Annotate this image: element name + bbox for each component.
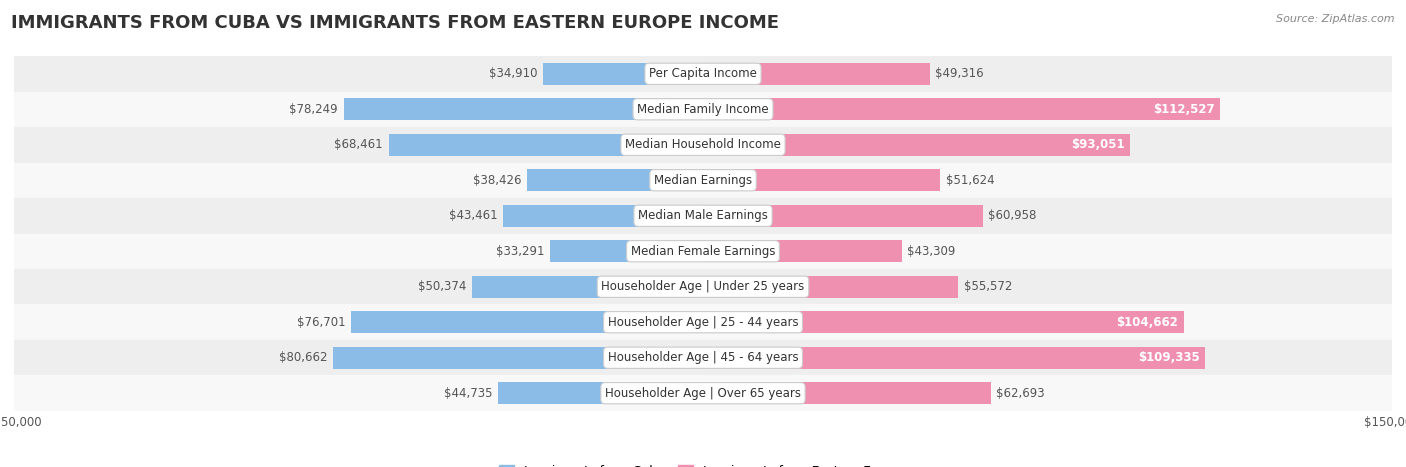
Text: $55,572: $55,572 <box>963 280 1012 293</box>
Bar <box>14 269 1392 304</box>
Text: $44,735: $44,735 <box>443 387 492 400</box>
Bar <box>703 240 901 262</box>
Bar <box>703 169 941 191</box>
Bar <box>14 92 1392 127</box>
Text: $104,662: $104,662 <box>1116 316 1178 329</box>
Text: Householder Age | Under 25 years: Householder Age | Under 25 years <box>602 280 804 293</box>
Bar <box>343 98 703 120</box>
Bar <box>388 134 703 156</box>
Bar <box>703 311 1184 333</box>
Text: $80,662: $80,662 <box>278 351 328 364</box>
Bar <box>703 98 1220 120</box>
Text: Householder Age | 25 - 44 years: Householder Age | 25 - 44 years <box>607 316 799 329</box>
Text: $49,316: $49,316 <box>935 67 984 80</box>
Bar <box>350 311 703 333</box>
Text: $51,624: $51,624 <box>946 174 994 187</box>
Bar <box>14 375 1392 411</box>
Text: $78,249: $78,249 <box>290 103 337 116</box>
Text: $62,693: $62,693 <box>997 387 1045 400</box>
Bar <box>543 63 703 85</box>
Bar <box>14 163 1392 198</box>
Bar <box>14 198 1392 234</box>
Text: $50,374: $50,374 <box>418 280 467 293</box>
Text: $43,309: $43,309 <box>907 245 956 258</box>
Text: Median Household Income: Median Household Income <box>626 138 780 151</box>
Bar <box>471 276 703 298</box>
Bar <box>703 347 1205 369</box>
Text: IMMIGRANTS FROM CUBA VS IMMIGRANTS FROM EASTERN EUROPE INCOME: IMMIGRANTS FROM CUBA VS IMMIGRANTS FROM … <box>11 14 779 32</box>
Bar <box>550 240 703 262</box>
Bar <box>14 127 1392 163</box>
Text: $112,527: $112,527 <box>1153 103 1215 116</box>
Text: Per Capita Income: Per Capita Income <box>650 67 756 80</box>
Text: Median Earnings: Median Earnings <box>654 174 752 187</box>
Legend: Immigrants from Cuba, Immigrants from Eastern Europe: Immigrants from Cuba, Immigrants from Ea… <box>495 460 911 467</box>
Bar <box>703 205 983 227</box>
Bar <box>703 382 991 404</box>
Text: Median Male Earnings: Median Male Earnings <box>638 209 768 222</box>
Bar <box>14 56 1392 92</box>
Text: Householder Age | 45 - 64 years: Householder Age | 45 - 64 years <box>607 351 799 364</box>
Text: $33,291: $33,291 <box>496 245 544 258</box>
Text: $76,701: $76,701 <box>297 316 346 329</box>
Text: $68,461: $68,461 <box>335 138 382 151</box>
Text: Median Female Earnings: Median Female Earnings <box>631 245 775 258</box>
Bar <box>14 234 1392 269</box>
Text: Source: ZipAtlas.com: Source: ZipAtlas.com <box>1277 14 1395 24</box>
Bar <box>526 169 703 191</box>
Bar <box>703 276 959 298</box>
Text: $60,958: $60,958 <box>988 209 1036 222</box>
Text: $34,910: $34,910 <box>489 67 537 80</box>
Text: $38,426: $38,426 <box>472 174 522 187</box>
Bar <box>333 347 703 369</box>
Text: Median Family Income: Median Family Income <box>637 103 769 116</box>
Bar <box>14 340 1392 375</box>
Bar <box>703 63 929 85</box>
Text: $109,335: $109,335 <box>1137 351 1199 364</box>
Bar <box>703 134 1130 156</box>
Text: $93,051: $93,051 <box>1071 138 1125 151</box>
Bar <box>503 205 703 227</box>
Text: Householder Age | Over 65 years: Householder Age | Over 65 years <box>605 387 801 400</box>
Text: $43,461: $43,461 <box>450 209 498 222</box>
Bar <box>498 382 703 404</box>
Bar <box>14 304 1392 340</box>
